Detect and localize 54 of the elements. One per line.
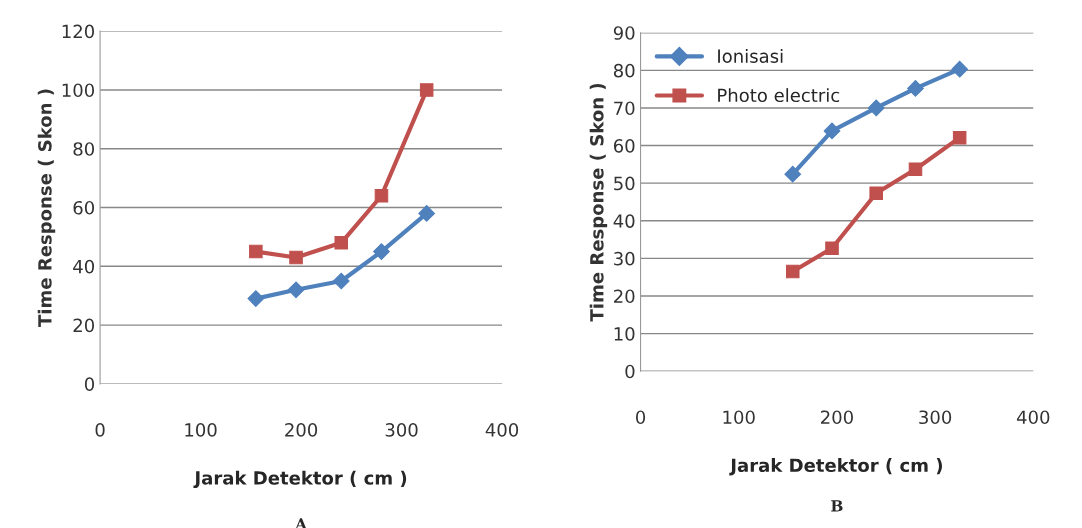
point [825,241,839,255]
y-axis-title: Time Response ( Skon ) [37,89,56,327]
y-tick-label: 40 [613,214,635,228]
point [374,188,389,203]
x-tick-label: 300 [385,423,418,437]
y-tick-label: 50 [614,176,635,191]
y-tick-label: 120 [62,24,95,39]
x-tick-label: 400 [485,423,519,437]
point [249,244,263,259]
point [823,122,841,140]
point [373,243,390,260]
y-tick-label: 10 [614,327,635,341]
y-tick-label: 60 [73,200,95,215]
x-tick-label: 100 [723,410,755,425]
point [908,162,923,177]
x-axis-title: Jarak Detektor ( cm ) [193,470,407,489]
x-tick-label: 300 [919,410,952,425]
y-tick-label: 60 [613,139,635,153]
y-axis-title: Time Response ( Skon ) [589,83,608,322]
legend-label: Ionisasi [718,48,783,63]
x-tick-label: 100 [185,423,217,437]
x-tick-label: 200 [285,423,318,437]
x-tick-label: 200 [821,410,853,425]
point [952,130,967,145]
y-tick-label: 0 [625,364,635,379]
y-tick-label: 70 [614,101,635,116]
x-axis-title: Jarak Detektor ( cm ) [729,458,942,476]
y-tick-label: 20 [614,289,635,304]
point [907,80,924,97]
point [332,272,350,290]
y-tick-label: 40 [73,259,95,274]
point [784,165,802,183]
point [334,236,349,250]
y-tick-label: 80 [73,142,95,156]
x-tick-label: 400 [1016,410,1050,425]
point [287,281,305,299]
point [419,83,434,97]
point [289,250,303,265]
legend-label: Photo electric [718,88,840,103]
y-tick-label: 100 [62,83,95,98]
y-tick-label: 80 [613,63,635,78]
point [785,264,800,279]
y-tick-label: 30 [614,251,635,266]
point [247,290,265,307]
x-tick-label: 0 [95,423,105,437]
text: B [831,500,843,512]
point [951,60,969,78]
y-tick-label: 0 [84,377,95,391]
y-tick-label: 90 [613,26,635,40]
y-tick-label: 20 [73,318,95,333]
point [867,99,885,117]
x-tick-label: 0 [635,410,646,425]
point [869,186,883,201]
point [418,205,436,222]
